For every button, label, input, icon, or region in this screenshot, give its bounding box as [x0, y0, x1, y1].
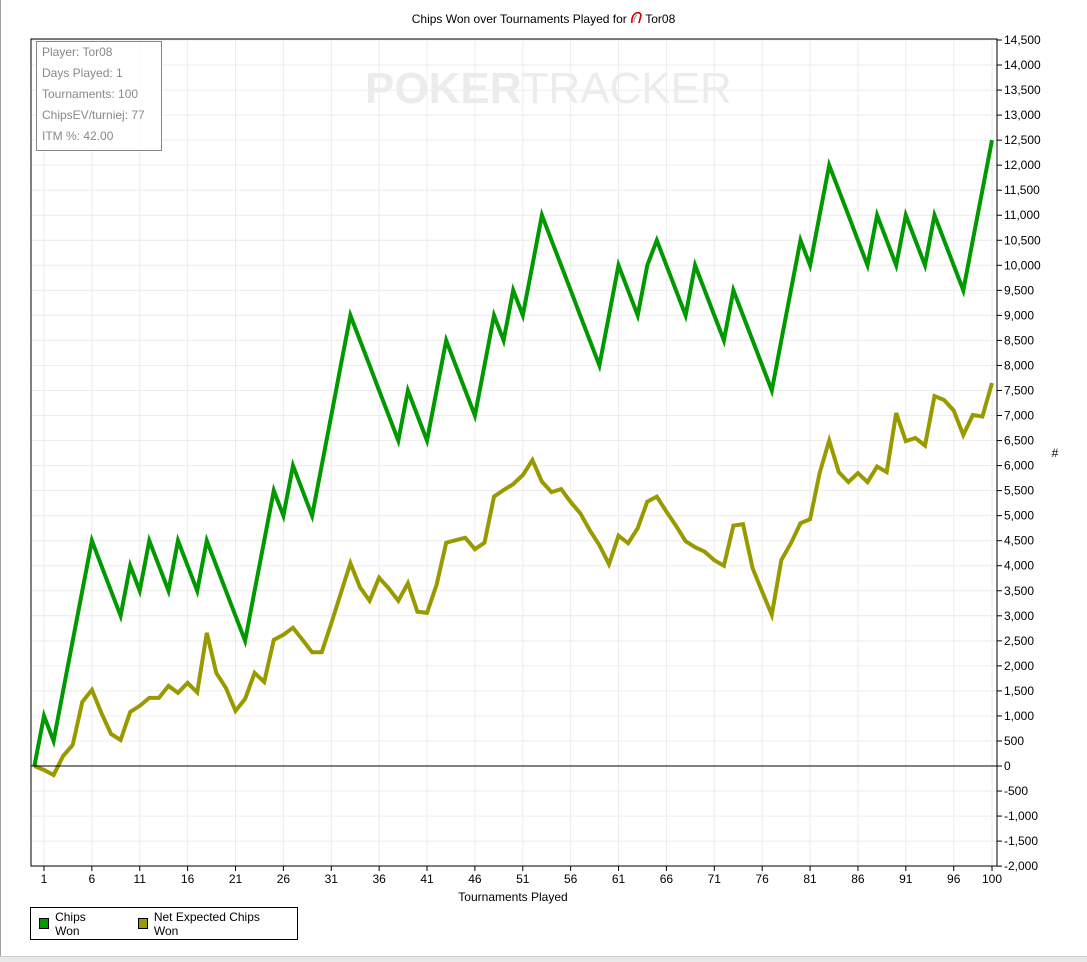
axes: -2,000 -1,500 -1,000 -500 0 500 1,000 1,500 2,00…	[30, 33, 1041, 886]
info-days-played: Days Played: 1	[42, 66, 123, 80]
series-line-net-expected-chips-won	[33, 382, 994, 778]
legend-label-chips-won: Chips Won	[55, 909, 86, 938]
y-tick-label: 1,000	[1004, 709, 1034, 723]
info-itm: ITM %: 42.00	[42, 129, 114, 143]
x-tick-label: 31	[325, 872, 339, 886]
x-tick-label: 56	[564, 872, 578, 886]
y-tick-label: 3,000	[1004, 609, 1034, 623]
y-tick-label: 1,500	[1004, 684, 1034, 698]
y-tick-label: 6,500	[1004, 434, 1034, 448]
x-tick-label: 76	[755, 872, 769, 886]
y-tick-label: 4,500	[1004, 534, 1034, 548]
y-tick-label: 5,000	[1004, 509, 1034, 523]
y-tick-label: 7,500	[1004, 383, 1034, 397]
y-tick-label: -1,500	[1004, 834, 1038, 848]
y-tick-label: 10,000	[1004, 258, 1041, 272]
x-tick-label: 36	[372, 872, 386, 886]
y-tick-label: 10,500	[1004, 233, 1041, 247]
y-tick-label: 11,000	[1004, 208, 1040, 222]
y-tick-label: 4,000	[1004, 559, 1034, 573]
x-tick-label: 66	[660, 872, 674, 886]
y-tick-label: 12,000	[1004, 158, 1041, 172]
x-tick-label: 91	[899, 872, 913, 886]
pokertracker-watermark: POKERTRACKER	[365, 64, 732, 114]
y-tick-label: -1,000	[1004, 809, 1038, 823]
series-lines	[32, 139, 994, 778]
y-tick-label: 13,500	[1004, 83, 1041, 97]
y-tick-label: 14,500	[1004, 33, 1041, 47]
y-tick-label: 8,000	[1004, 358, 1034, 372]
x-tick-label: 96	[947, 872, 961, 886]
x-tick-label: 81	[803, 872, 817, 886]
legend-swatch-net-expected	[137, 918, 148, 929]
x-tick-label: 46	[468, 872, 482, 886]
chart-title-text: Chips Won over Tournaments Played for	[411, 12, 627, 26]
x-tick-label: 86	[851, 872, 865, 886]
x-tick-label: 61	[612, 872, 626, 886]
x-tick-label: 11	[134, 872, 147, 886]
legend: Chips Won Net Expected Chips Won	[30, 907, 298, 940]
grid	[31, 39, 997, 867]
x-tick-label: 1	[41, 872, 48, 886]
x-axis-label: Tournaments Played	[458, 890, 567, 904]
x-tick-label: 41	[420, 872, 434, 886]
x-tick-label: 21	[229, 872, 243, 886]
watermark-bold: POKER	[365, 64, 522, 113]
info-tournaments: Tournaments: 100	[42, 87, 139, 101]
y-axis-label: #	[1052, 446, 1059, 460]
window-left-border	[0, 0, 1, 956]
legend-label-net-expected: Net Expected Chips Won	[153, 909, 260, 938]
watermark-thin: TRACKER	[521, 64, 732, 113]
legend-swatch-chips-won	[39, 918, 50, 929]
y-tick-label: 0	[1004, 759, 1011, 773]
y-tick-label: 5,500	[1004, 484, 1034, 498]
y-tick-label: 9,000	[1004, 308, 1034, 322]
y-tick-label: 12,500	[1004, 133, 1041, 147]
window-bottom-bar	[0, 956, 1087, 962]
y-tick-label: 6,000	[1004, 459, 1034, 473]
legend-item-chips-won: Chips Won	[39, 910, 108, 938]
stats-info-box: Player: Tor08 Days Played: 1 Tournaments…	[36, 41, 162, 151]
x-tick-label: 51	[516, 872, 530, 886]
x-tick-label: 100	[982, 872, 1002, 886]
y-tick-label: 2,000	[1004, 659, 1034, 673]
y-tick-label: 13,000	[1004, 108, 1041, 122]
plot-border	[30, 38, 998, 867]
series-line-chips-won	[32, 139, 994, 767]
pokerstars-logo-icon	[630, 11, 642, 24]
y-tick-label: 2,500	[1004, 634, 1034, 648]
y-tick-label: 3,500	[1004, 584, 1034, 598]
y-tick-label: 500	[1004, 734, 1024, 748]
chart-title-player: Tor08	[645, 12, 676, 26]
chart-title: Chips Won over Tournaments Played for To…	[0, 11, 1087, 26]
y-tick-label: 7,000	[1004, 409, 1034, 423]
legend-item-net-expected: Net Expected Chips Won	[137, 909, 275, 938]
y-tick-label: 9,500	[1004, 283, 1034, 297]
x-tick-label: 71	[708, 872, 722, 886]
y-tick-label: -2,000	[1004, 859, 1038, 873]
y-tick-label: -500	[1004, 784, 1028, 798]
info-player: Player: Tor08	[42, 45, 113, 59]
y-tick-label: 14,000	[1004, 58, 1041, 72]
x-tick-label: 6	[89, 872, 96, 886]
y-tick-label: 11,500	[1004, 183, 1040, 197]
info-chips-ev: ChipsEV/turniej: 77	[42, 108, 145, 122]
y-tick-label: 8,500	[1004, 333, 1034, 347]
x-tick-label: 26	[277, 872, 291, 886]
x-tick-label: 16	[181, 872, 195, 886]
